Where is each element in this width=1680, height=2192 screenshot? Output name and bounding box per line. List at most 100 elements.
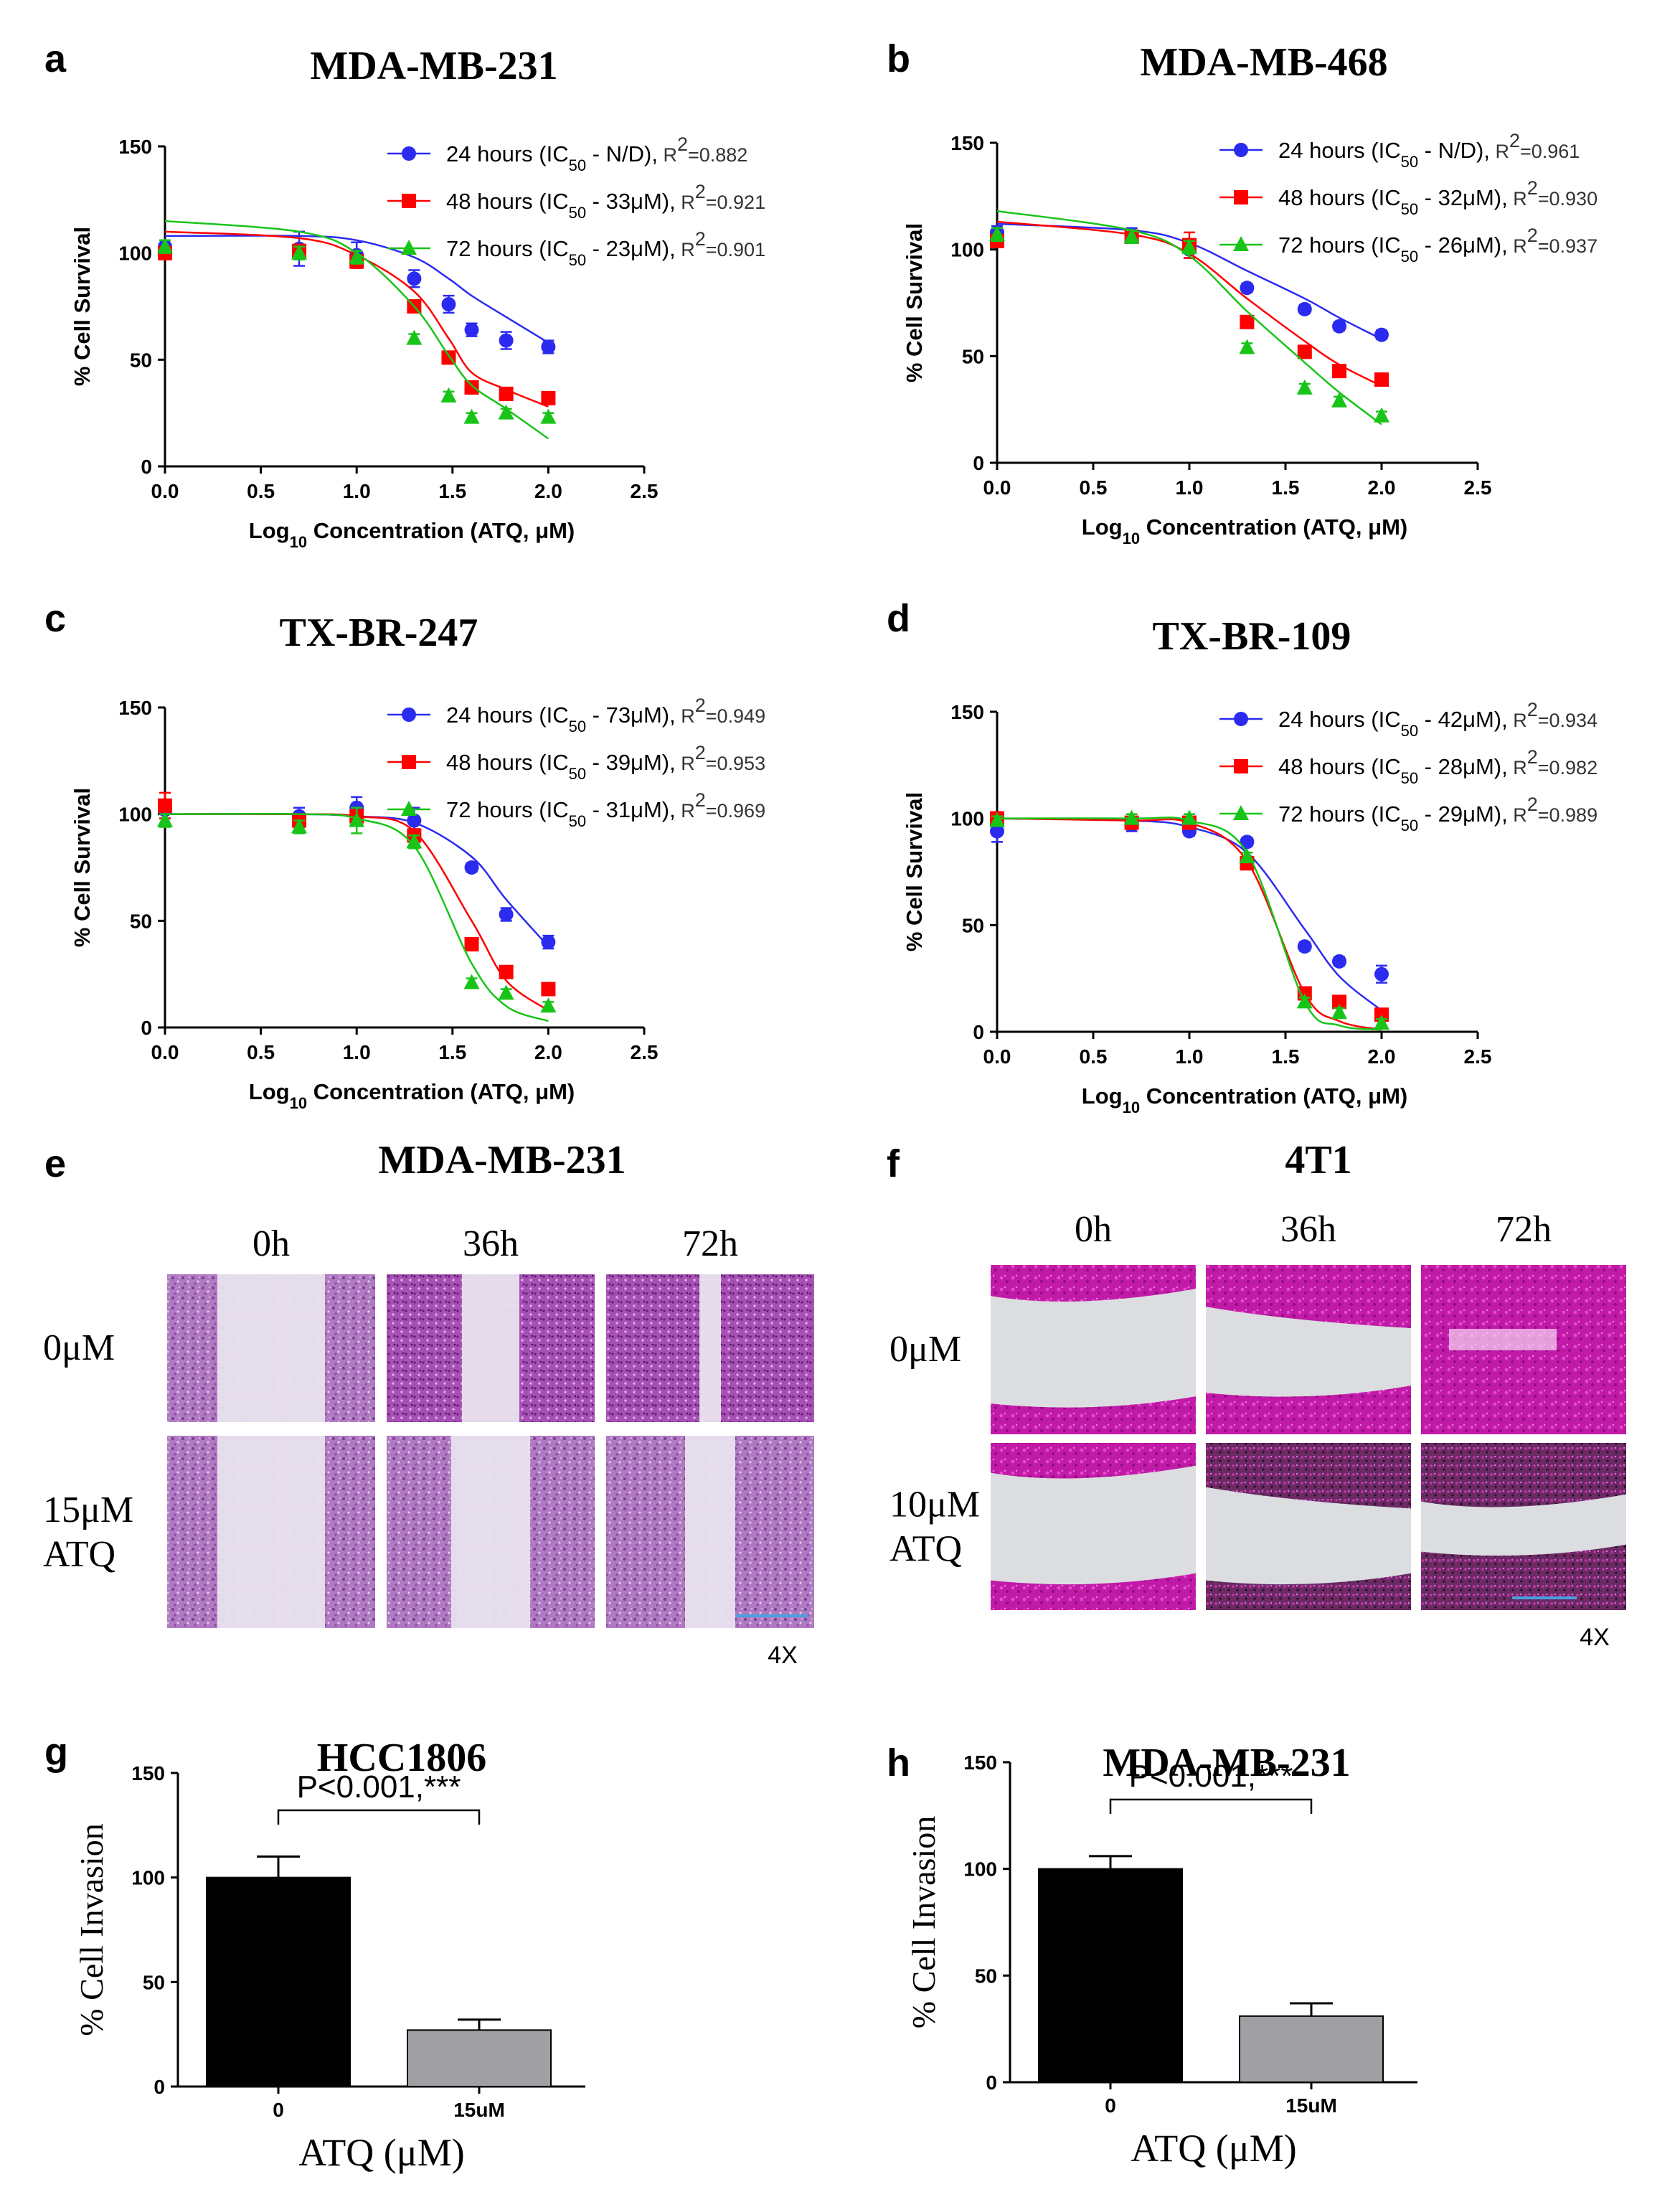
legend-marker	[402, 707, 416, 722]
y-tick-label: 50	[130, 910, 152, 932]
fit-curve	[996, 817, 1382, 1031]
data-point	[1123, 227, 1140, 243]
fit-curve	[996, 817, 1382, 1012]
chart-a: a MDA-MB-231 0.0 0.5 1.0 1.5 2.0 2.5 0 50 100 150 Lo…	[44, 37, 765, 551]
x-tick-label: 2.5	[1464, 1045, 1492, 1068]
data-point	[989, 812, 1005, 827]
micrograph-border	[385, 1273, 596, 1424]
fit-curve	[996, 222, 1382, 340]
significance-bracket	[277, 1809, 481, 1825]
data-point	[1296, 993, 1313, 1009]
column-label: 36h	[1280, 1209, 1336, 1250]
data-point	[464, 322, 479, 337]
micrograph	[1420, 1441, 1628, 1612]
panel-label: c	[44, 597, 66, 640]
y-axis-label: % Cell Survival	[902, 223, 927, 382]
series-s72	[989, 210, 1389, 425]
micrograph-border	[166, 1273, 377, 1424]
legend-marker	[1234, 143, 1248, 157]
y-tick-label: 100	[118, 804, 152, 826]
column-label: 0h	[1075, 1209, 1112, 1250]
y-tick-label: 0	[141, 1017, 152, 1039]
legend-entry: 48 hours (IC50 - 28μM), R2=0.982	[1219, 746, 1598, 787]
y-axis-label: % Cell Invasion	[73, 1823, 110, 2036]
significance-label: P<0.001,***	[1129, 1759, 1293, 1794]
micrograph-border	[989, 1441, 1197, 1612]
fit-curve	[164, 235, 549, 344]
data-point	[498, 404, 514, 420]
panel-title: 4T1	[1285, 1138, 1351, 1182]
data-point	[1240, 314, 1255, 329]
legend-marker	[402, 755, 416, 769]
scratch-gap	[462, 1274, 519, 1423]
chart-c: c TX-BR-247 0.0 0.5 1.0 1.5 2.0 2.5 0 50 100 150 Log…	[44, 597, 765, 1112]
series-s24	[990, 817, 1389, 1012]
data-point	[541, 935, 556, 950]
legend-label: 24 hours (IC50 - N/D), R2=0.961	[1278, 130, 1580, 171]
legend-entry: 24 hours (IC50 - 73μM), R2=0.949	[387, 695, 765, 735]
data-point	[1331, 1004, 1348, 1020]
y-tick-label: 50	[962, 345, 984, 367]
legend-entry: 48 hours (IC50 - 39μM), R2=0.953	[387, 742, 765, 783]
legend-marker	[401, 801, 417, 816]
legend-entry: 72 hours (IC50 - 29μM), R2=0.989	[1219, 794, 1598, 834]
micrograph	[1420, 1264, 1628, 1436]
micrograph	[1204, 1264, 1412, 1436]
chart-title: MDA-MB-231	[1103, 1741, 1350, 1785]
micrograph-border	[605, 1434, 816, 1629]
row-label: ATQ	[43, 1534, 115, 1575]
y-tick-label: 0	[973, 1021, 984, 1043]
data-point	[157, 237, 173, 253]
legend-entry: 72 hours (IC50 - 23μM), R2=0.901	[387, 228, 765, 269]
legend-entry: 72 hours (IC50 - 31μM), R2=0.969	[387, 789, 765, 830]
scratch-gap	[451, 1435, 530, 1629]
y-tick-label: 100	[118, 243, 152, 265]
scratch-gap	[699, 1274, 721, 1423]
y-tick-label: 50	[143, 1971, 165, 1993]
data-point	[1374, 1015, 1389, 1030]
data-point	[1332, 364, 1347, 379]
x-tick-label: 0.0	[151, 480, 179, 502]
x-tick-label: 1.0	[343, 1041, 371, 1063]
micrograph	[385, 1434, 596, 1629]
data-point	[1123, 809, 1140, 825]
legend-entry: 72 hours (IC50 - 26μM), R2=0.937	[1219, 225, 1598, 265]
y-tick-label: 0	[154, 2076, 165, 2098]
fit-curve	[164, 230, 549, 408]
data-point	[406, 329, 423, 345]
data-point	[407, 813, 422, 828]
y-tick-label: 50	[130, 349, 152, 371]
chart-title: TX-BR-109	[1153, 614, 1351, 659]
y-tick-label: 150	[950, 132, 984, 154]
y-tick-label: 150	[131, 1762, 165, 1784]
y-tick-label: 50	[962, 914, 984, 936]
fit-curve	[164, 220, 549, 440]
series-s48	[990, 811, 1389, 1031]
magnification-label: 4X	[1580, 1624, 1610, 1651]
x-tick-label: 0.0	[983, 476, 1011, 499]
legend-marker	[1234, 190, 1248, 204]
data-point	[1297, 301, 1312, 316]
data-point	[1297, 939, 1312, 954]
data-point	[1332, 319, 1347, 334]
y-tick-label: 150	[950, 701, 984, 723]
y-axis-label: % Cell Invasion	[905, 1816, 942, 2028]
chart-d: d TX-BR-109 0.0 0.5 1.0 1.5 2.0 2.5 0 50 100 150 Log…	[887, 597, 1598, 1116]
series-s72	[157, 806, 557, 1022]
legend-label: 48 hours (IC50 - 33μM), R2=0.921	[446, 181, 765, 222]
legend-entry: 24 hours (IC50 - 42μM), R2=0.934	[1219, 699, 1598, 740]
micrograph-border	[605, 1273, 816, 1424]
micrograph	[166, 1273, 377, 1424]
x-axis-label: Log10 Concentration (ATQ, μM)	[1082, 514, 1407, 547]
scratch-gap	[1449, 1329, 1557, 1350]
data-point	[1332, 954, 1347, 969]
x-tick-label: 2.5	[631, 1041, 659, 1063]
micrograph	[166, 1434, 377, 1629]
y-tick-label: 100	[950, 808, 984, 830]
x-tick-label: 1.0	[1176, 476, 1204, 499]
data-point	[540, 408, 557, 424]
chart-h: h MDA-MB-231 0 50 100 150 0 15uM P<0.001,*** ATQ …	[887, 1741, 1417, 2170]
